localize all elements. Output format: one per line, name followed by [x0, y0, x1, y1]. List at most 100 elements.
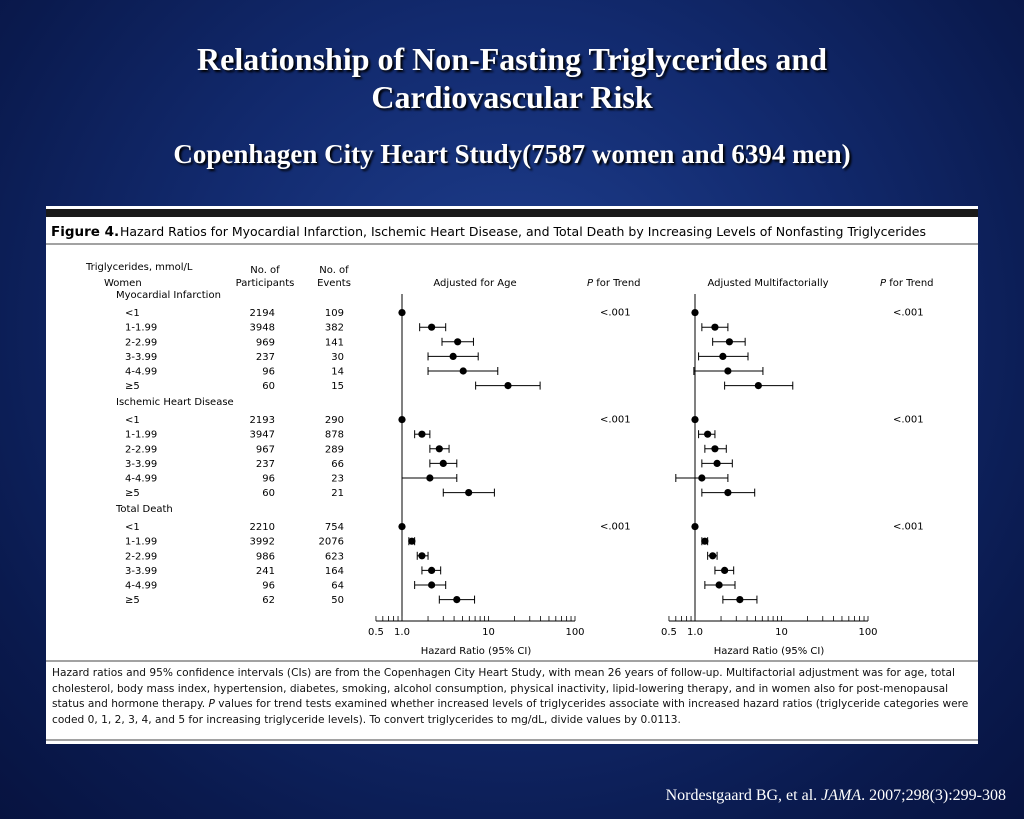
row-participants: 237 — [256, 459, 275, 470]
header-participants-1: No. of — [250, 265, 280, 276]
forest-axes: 0.5 1.0 10 100 0.5 1.0 10 100 — [368, 294, 878, 638]
row-events: 290 — [325, 415, 344, 426]
row-participants: 96 — [262, 367, 275, 378]
hazard-ratio-point — [408, 537, 416, 545]
row-participants: 3948 — [250, 323, 275, 334]
row-level-label: <1 — [125, 522, 140, 533]
hazard-ratio-point — [435, 445, 443, 453]
hazard-ratio-point — [711, 323, 719, 331]
figure-title: Hazard Ratios for Myocardial Infarction,… — [120, 224, 926, 239]
row-events: 30 — [331, 352, 344, 363]
row-participants: 60 — [262, 488, 275, 499]
row-events: 23 — [331, 474, 344, 485]
hazard-ratio-point — [698, 474, 706, 482]
section-label: Total Death — [115, 504, 173, 515]
row-events: 15 — [331, 381, 344, 392]
x-tick-label: 100 — [858, 627, 877, 638]
row-level-label: 4-4.99 — [125, 581, 157, 592]
hazard-ratio-point — [418, 430, 426, 438]
header-adjusted-multi: Adjusted Multifactorially — [707, 278, 828, 289]
header-triglycerides: Triglycerides, mmol/L — [85, 262, 193, 273]
hazard-ratio-point — [428, 323, 436, 331]
row-events: 66 — [331, 459, 344, 470]
row-participants: 241 — [256, 566, 275, 577]
header-participants-2: Participants — [236, 278, 295, 289]
row-participants: 237 — [256, 352, 275, 363]
hazard-ratio-point — [754, 382, 762, 390]
hazard-ratio-point — [709, 552, 717, 560]
hazard-ratio-point — [428, 566, 436, 574]
hazard-ratio-point — [715, 581, 723, 589]
caption-text-1: Hazard ratios and 95% confidence interva… — [52, 667, 955, 710]
row-level-label: ≥5 — [125, 488, 140, 499]
hazard-ratio-point — [454, 338, 462, 346]
row-participants: 2193 — [250, 415, 275, 426]
hazard-ratio-point — [504, 382, 512, 390]
x-axis-label-age: Hazard Ratio (95% CI) — [421, 646, 532, 657]
hazard-ratio-point — [725, 338, 734, 346]
row-level-label: 4-4.99 — [125, 367, 157, 378]
header-events-2: Events — [317, 278, 351, 289]
citation-journal: JAMA — [821, 787, 862, 804]
row-events: 64 — [331, 581, 344, 592]
x-tick-label: 0.5 — [661, 627, 677, 638]
row-level-label: ≥5 — [125, 381, 140, 392]
row-events: 164 — [325, 566, 344, 577]
row-level-label: 1-1.99 — [125, 323, 157, 334]
header-p-trend-age: P for Trend — [587, 278, 641, 289]
row-participants: 96 — [262, 474, 275, 485]
x-tick-label: 100 — [565, 627, 584, 638]
forest-plot: Figure 4. Hazard Ratios for Myocardial I… — [46, 209, 978, 741]
hazard-ratio-point — [719, 352, 727, 360]
row-events: 21 — [331, 488, 344, 499]
hazard-ratio-point — [459, 367, 467, 375]
hazard-ratio-point — [713, 459, 721, 467]
row-events: 878 — [325, 430, 344, 441]
hazard-ratio-point — [721, 566, 729, 574]
hazard-ratio-point — [701, 537, 709, 545]
title-line-1: Relationship of Non-Fasting Triglyceride… — [197, 41, 827, 77]
x-axis-label-multi: Hazard Ratio (95% CI) — [714, 646, 825, 657]
row-participants: 62 — [262, 595, 275, 606]
x-tick-label: 0.5 — [368, 627, 384, 638]
x-tick-label: 10 — [775, 627, 788, 638]
hazard-ratio-point — [711, 445, 719, 453]
row-level-label: <1 — [125, 308, 140, 319]
title-line-2: Cardiovascular Risk — [371, 79, 653, 115]
hazard-ratio-point — [704, 430, 712, 438]
header-adjusted-age: Adjusted for Age — [433, 278, 516, 289]
figure-label: Figure 4. — [51, 224, 119, 240]
header-events-1: No. of — [319, 265, 349, 276]
row-events: 2076 — [319, 537, 344, 548]
row-level-label: 3-3.99 — [125, 566, 157, 577]
row-events: 623 — [325, 551, 344, 562]
p-trend-multi: <.001 — [893, 308, 924, 319]
p-trend-age: <.001 — [600, 522, 631, 533]
row-participants: 2194 — [250, 308, 275, 319]
hazard-ratio-point — [449, 352, 457, 360]
hazard-ratio-point — [426, 474, 434, 482]
slide-subtitle: Copenhagen City Heart Study(7587 women a… — [173, 139, 851, 169]
row-participants: 986 — [256, 551, 275, 562]
hazard-ratio-point — [418, 552, 426, 560]
row-participants: 969 — [256, 337, 275, 348]
row-participants: 3992 — [250, 537, 275, 548]
row-participants: 60 — [262, 381, 275, 392]
figure-panel: Figure 4. Hazard Ratios for Myocardial I… — [46, 206, 978, 744]
x-tick-label: 10 — [482, 627, 495, 638]
x-tick-label: 1.0 — [687, 627, 703, 638]
hazard-ratio-point — [439, 459, 447, 467]
p-trend-multi: <.001 — [893, 522, 924, 533]
header-women: Women — [104, 278, 142, 289]
hazard-ratio-point — [428, 581, 436, 589]
p-trend-age: <.001 — [600, 415, 631, 426]
row-level-label: 4-4.99 — [125, 474, 157, 485]
row-events: 141 — [325, 337, 344, 348]
row-level-label: 2-2.99 — [125, 444, 157, 455]
row-level-label: 3-3.99 — [125, 352, 157, 363]
x-tick-label: 1.0 — [394, 627, 410, 638]
row-level-label: 1-1.99 — [125, 430, 157, 441]
row-participants: 967 — [256, 444, 275, 455]
section-label: Myocardial Infarction — [116, 290, 221, 301]
hazard-ratio-point — [724, 367, 732, 375]
